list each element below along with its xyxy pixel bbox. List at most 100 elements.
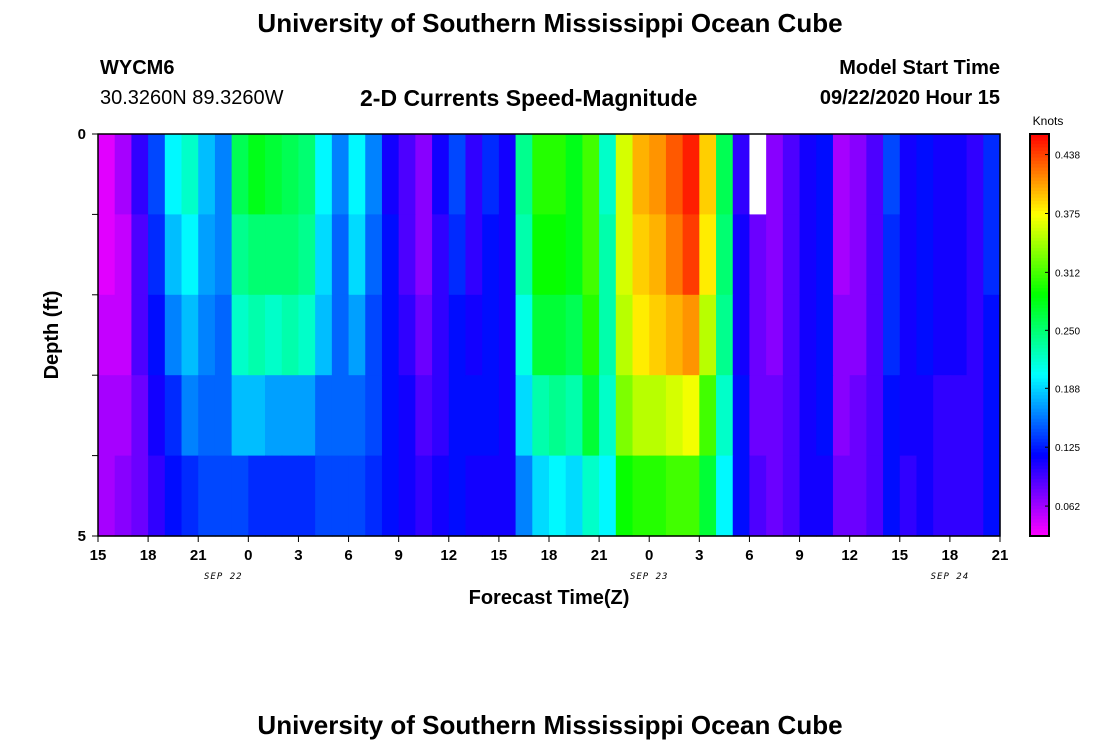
heatmap-cell — [799, 214, 817, 296]
heatmap-cell — [565, 455, 583, 537]
colorbar-swatch — [1030, 338, 1049, 343]
colorbar-swatch — [1030, 154, 1049, 159]
heatmap-cell — [816, 134, 834, 215]
heatmap-cell — [198, 294, 216, 376]
heatmap-cell — [966, 455, 984, 537]
heatmap-cell — [883, 375, 901, 457]
colorbar-swatch — [1030, 278, 1049, 282]
heatmap-cell — [699, 455, 717, 537]
colorbar-swatch — [1030, 237, 1049, 242]
colorbar-swatch — [1030, 314, 1049, 319]
heatmap-cell — [949, 134, 968, 215]
colorbar-swatch — [1030, 241, 1049, 246]
heatmap-cell — [782, 294, 801, 376]
heatmap-cell — [114, 455, 132, 537]
colorbar-swatch — [1030, 492, 1049, 497]
heatmap-cell — [782, 375, 801, 457]
colorbar-swatch — [1030, 197, 1049, 202]
colorbar-swatch — [1030, 304, 1049, 309]
colorbar-swatch — [1030, 415, 1049, 420]
heatmap-cell — [398, 134, 416, 215]
colorbar-swatch — [1030, 134, 1049, 138]
heatmap-cell — [298, 214, 316, 296]
colorbar-tick-label: 0.375 — [1055, 209, 1080, 220]
x-tick-label: 15 — [90, 547, 107, 564]
heatmap-cell — [933, 455, 951, 537]
heatmap-cell — [665, 214, 684, 296]
colorbar-swatch — [1030, 321, 1049, 326]
x-tick-label: 21 — [992, 547, 1009, 564]
heatmap-cell — [816, 375, 834, 457]
heatmap-cell — [432, 294, 450, 376]
colorbar-swatch — [1030, 274, 1049, 279]
heatmap-cell — [782, 214, 801, 296]
colorbar-swatch — [1030, 184, 1049, 189]
colorbar: 0.438 0.375 0.312 0.250 0.188 0.125 0.062 — [1029, 133, 1080, 537]
heatmap-cell — [131, 455, 149, 537]
colorbar-swatch — [1030, 291, 1049, 296]
heatmap-cell — [933, 214, 951, 296]
y-tick-label: 5 — [78, 528, 86, 545]
heatmap-cell — [415, 455, 433, 537]
heatmap-cell — [98, 214, 116, 296]
heatmap-cell — [214, 294, 233, 376]
heatmap-cell — [799, 134, 817, 215]
heatmap-cell — [883, 214, 901, 296]
heatmap-cells — [98, 134, 1001, 537]
heatmap-cell — [549, 214, 567, 296]
colorbar-swatch — [1030, 479, 1049, 483]
heatmap-cell — [949, 294, 968, 376]
heatmap-cell — [281, 375, 300, 457]
model-start-time: 09/22/2020 Hour 15 — [819, 87, 1000, 109]
colorbar-swatch — [1030, 365, 1049, 370]
heatmap-cell — [515, 294, 533, 376]
heatmap-cell — [849, 294, 867, 376]
colorbar-swatch — [1030, 395, 1049, 400]
heatmap-cell — [498, 294, 517, 376]
heatmap-cell — [582, 455, 600, 537]
y-axis-label: Depth (ft) — [41, 291, 63, 380]
heatmap-cell — [699, 134, 717, 215]
heatmap-cell — [231, 375, 249, 457]
colorbar-swatch — [1030, 174, 1049, 179]
colorbar-swatch — [1030, 469, 1049, 473]
heatmap-cell — [866, 214, 884, 296]
heatmap-cell — [532, 134, 550, 215]
heatmap-cell — [766, 294, 784, 376]
heatmap-cell — [415, 214, 433, 296]
heatmap-cell — [465, 375, 483, 457]
heatmap-cell — [114, 294, 132, 376]
heatmap-cell — [632, 294, 650, 376]
heatmap-cell — [164, 455, 183, 537]
heatmap-cell — [298, 455, 316, 537]
colorbar-swatch — [1030, 375, 1049, 380]
heatmap-cell — [298, 294, 316, 376]
heatmap-cell — [532, 294, 550, 376]
colorbar-swatch — [1030, 207, 1049, 212]
colorbar-swatch — [1030, 515, 1049, 520]
heatmap-cell — [131, 214, 149, 296]
heatmap-cell — [599, 455, 617, 537]
heatmap-cell — [665, 375, 684, 457]
heatmap-cell — [465, 134, 483, 215]
heatmap-cell — [381, 294, 400, 376]
colorbar-swatch — [1030, 308, 1049, 313]
colorbar-swatch — [1030, 438, 1049, 443]
colorbar-swatch — [1030, 452, 1049, 457]
heatmap-cell — [281, 134, 300, 215]
colorbar-swatch — [1030, 442, 1049, 447]
x-tick-label: 6 — [344, 547, 352, 564]
colorbar-swatch — [1030, 361, 1049, 366]
colorbar-swatch — [1030, 378, 1049, 383]
heatmap-cell — [498, 214, 517, 296]
heatmap-cell — [549, 134, 567, 215]
heatmap-cell — [565, 134, 583, 215]
colorbar-swatch — [1030, 268, 1049, 272]
x-tick-label: 18 — [942, 547, 959, 564]
heatmap-cell — [582, 214, 600, 296]
heatmap-cell — [782, 455, 801, 537]
heatmap-cell — [899, 375, 918, 457]
colorbar-swatch — [1030, 254, 1049, 259]
colorbar-swatch — [1030, 164, 1049, 169]
heatmap-cell — [749, 375, 767, 457]
